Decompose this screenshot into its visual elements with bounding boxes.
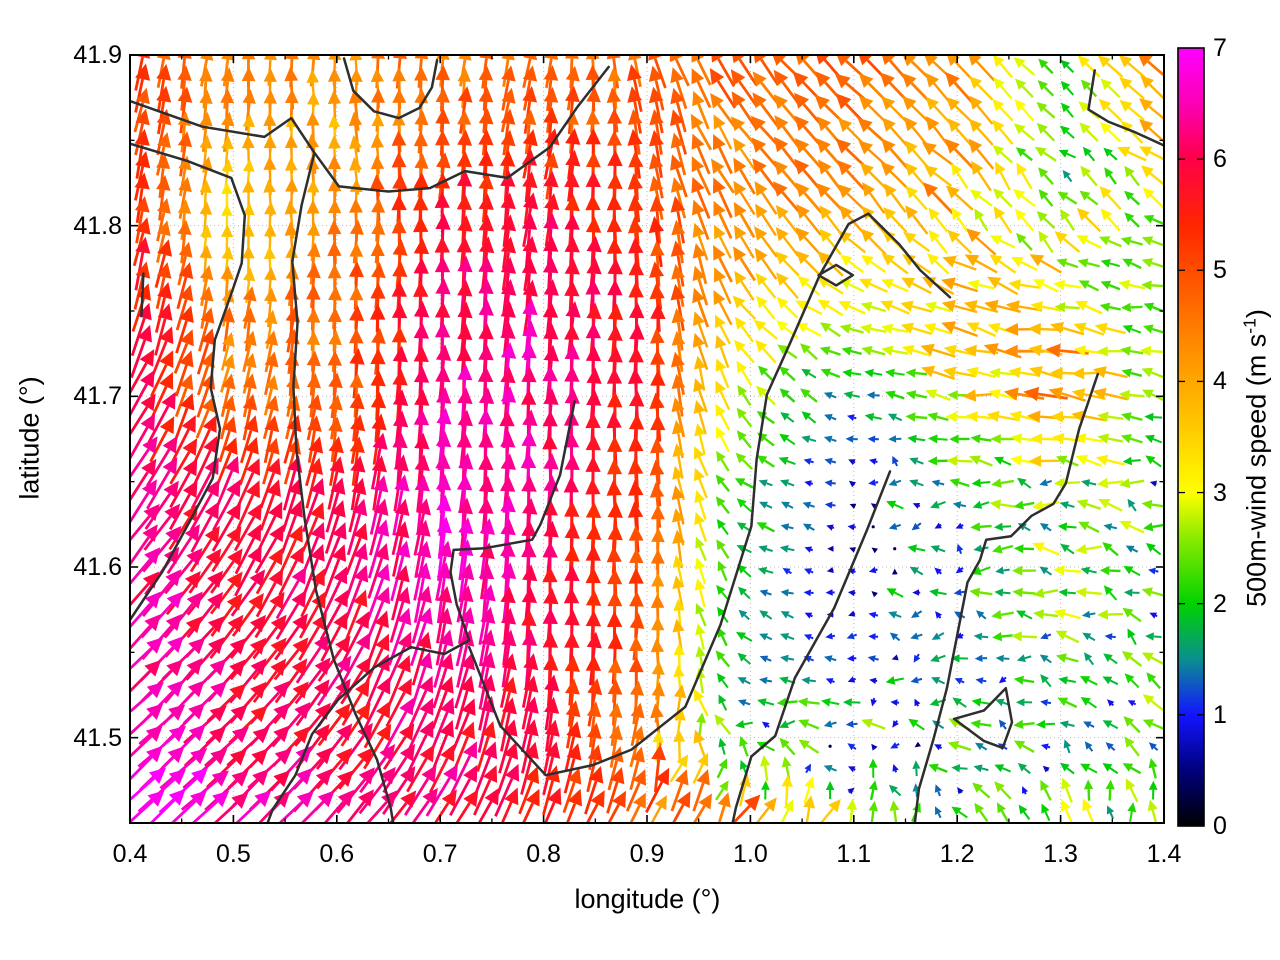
plot-border [129, 54, 1165, 824]
x-tick-label: 0.4 [112, 840, 148, 868]
colorbar-title-superscript: -1 [1239, 318, 1260, 334]
x-tick-label: 0.8 [526, 840, 561, 868]
x-tick-label: 0.7 [422, 840, 458, 868]
y-tick-label: 41.7 [73, 382, 122, 411]
colorbar-tick-label: 4 [1213, 367, 1227, 396]
y-tick-label: 41.9 [73, 41, 122, 69]
x-tick-label: 1.1 [836, 840, 872, 868]
x-tick-label: 1.2 [939, 840, 975, 868]
contour-lines [130, 57, 1164, 823]
x-tick-label: 1.4 [1146, 840, 1182, 868]
colorbar-tick-label: 6 [1213, 145, 1227, 174]
y-tick-label: 41.6 [73, 553, 122, 581]
x-tick-label: 0.6 [319, 840, 355, 868]
wind-vectors [130, 55, 1164, 823]
x-tick-label: 0.9 [629, 840, 665, 868]
x-tick-label: 0.5 [216, 840, 251, 868]
colorbar-tick-label: 0 [1213, 812, 1227, 840]
x-tick-label: 1.3 [1043, 840, 1078, 868]
colorbar-tick-label: 7 [1213, 34, 1227, 62]
colorbar-title: 500m-wind speed (m s-1) [1240, 309, 1273, 607]
x-tick-label: 1.0 [733, 840, 768, 868]
y-tick-label: 41.5 [73, 723, 122, 752]
colorbar-tick-label: 1 [1213, 700, 1227, 729]
x-axis-title: longitude (°) [574, 884, 721, 914]
colorbar-title-close: ) [1241, 309, 1272, 319]
colorbar-tick-label: 3 [1213, 478, 1227, 507]
colorbar [1177, 47, 1205, 827]
colorbar-title-text: 500m-wind speed (m s [1241, 333, 1272, 607]
colorbar-tick-label: 5 [1213, 256, 1227, 285]
colorbar-tick-label: 2 [1213, 589, 1227, 618]
y-tick-label: 41.8 [73, 211, 122, 240]
